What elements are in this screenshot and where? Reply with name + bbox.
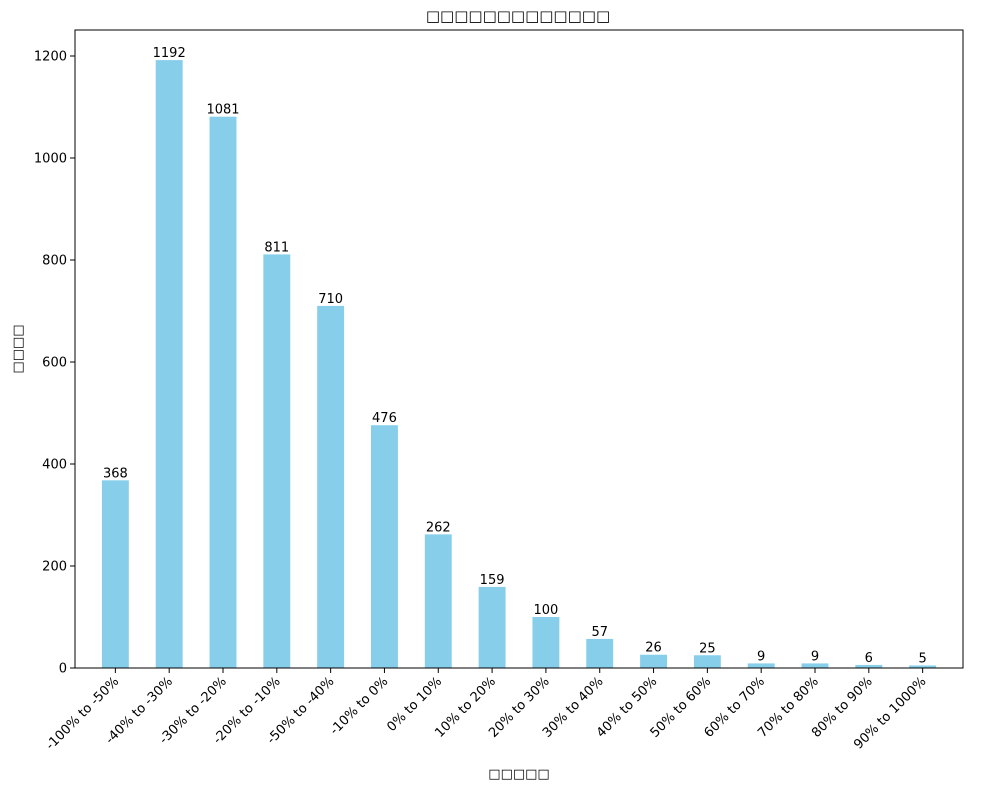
data-label: 26 — [645, 641, 662, 656]
y-tick-label: 400 — [42, 458, 67, 473]
bar — [855, 664, 883, 668]
x-tick-label: -10% to 0% — [327, 674, 391, 738]
data-label: 57 — [591, 625, 608, 640]
y-tick-label: 200 — [42, 560, 67, 575]
y-axis-title: □□□□ — [11, 324, 26, 373]
data-labels: 368 1192 1081 811 710 476 262 159 100 57 26 25 9 9 6 5 — [103, 46, 927, 666]
y-tick-label: 1000 — [34, 152, 67, 167]
chart-title: □□□□□□□□□□□□□ — [426, 7, 610, 25]
bar — [909, 665, 937, 668]
data-label: 476 — [372, 411, 397, 426]
data-label: 9 — [811, 649, 819, 664]
bar — [801, 663, 829, 668]
bar — [478, 586, 506, 668]
y-tick-label: 1200 — [34, 50, 67, 65]
bar — [209, 116, 237, 668]
bar — [532, 617, 560, 668]
y-tick-label: 800 — [42, 254, 67, 269]
data-label: 25 — [699, 641, 716, 656]
bar — [155, 60, 183, 668]
data-label: 262 — [426, 520, 451, 535]
data-label: 710 — [318, 292, 343, 307]
bar — [640, 654, 667, 668]
data-label: 159 — [480, 573, 505, 588]
bar — [263, 254, 291, 668]
data-label: 1081 — [206, 103, 239, 118]
bar — [586, 638, 614, 668]
data-label: 811 — [264, 240, 289, 255]
x-axis: -100% to -50%-40% to -30%-30% to -20%-20… — [43, 668, 929, 753]
data-label: 1192 — [153, 46, 186, 61]
bars — [101, 60, 937, 668]
data-label: 368 — [103, 466, 128, 481]
bar — [317, 305, 345, 668]
bar — [371, 425, 398, 668]
y-tick-label: 600 — [42, 356, 67, 371]
plot-frame — [74, 29, 964, 669]
data-label: 9 — [757, 649, 765, 664]
bar — [101, 480, 129, 668]
y-axis: 0 200 400 600 800 1000 1200 — [34, 50, 75, 677]
data-label: 6 — [865, 651, 873, 666]
bar — [693, 655, 721, 668]
x-axis-title: □□□□□ — [488, 767, 549, 782]
y-tick-label: 0 — [59, 662, 67, 677]
data-label: 5 — [918, 651, 926, 666]
bar — [424, 534, 452, 668]
bar — [747, 663, 775, 668]
data-label: 100 — [533, 603, 558, 618]
